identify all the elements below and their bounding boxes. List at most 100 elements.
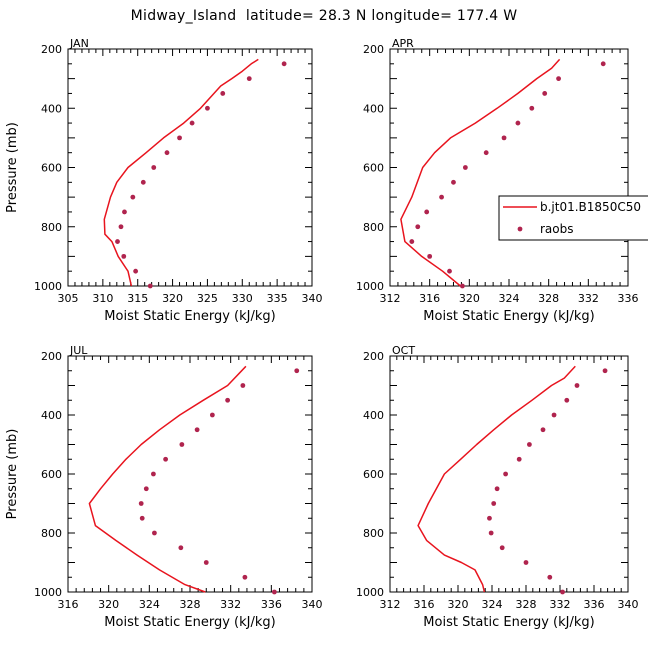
y-tick-label: 400 [363,409,384,422]
x-tick-label: 316 [58,598,79,611]
y-tick-label: 800 [363,527,384,540]
raobs-point [240,383,246,388]
plot-frame [389,355,629,593]
raobs-point [271,589,277,595]
x-tick-label: 332 [578,292,599,305]
y-tick-label: 1000 [34,586,62,599]
x-tick-label: 335 [267,292,288,305]
raobs-point [115,239,120,244]
raobs-point [152,530,157,536]
raobs-point [551,412,557,418]
raobs-point [189,120,195,126]
y-tick-label: 800 [41,221,62,234]
y-axis-label: Pressure (mb) [5,122,20,213]
raobs-point [151,471,156,477]
y-tick-label: 400 [41,102,62,115]
x-axis-label: Moist Static Energy (kJ/kg) [104,615,275,630]
raobs-point [294,368,300,374]
raobs-point [133,268,139,274]
raobs-point [483,150,489,156]
raobs-point [242,574,248,580]
x-tick-label: 340 [618,598,639,611]
y-tick-label: 200 [41,43,62,56]
model-series-line [417,365,576,593]
raobs-point [130,194,136,200]
raobs-point [487,515,492,521]
x-tick-label: 332 [220,598,241,611]
raobs-point [602,368,608,374]
raobs-point [163,456,169,462]
x-tick-label: 320 [448,598,469,611]
y-tick-label: 600 [363,468,384,481]
x-tick-label: 328 [516,598,537,611]
raobs-point [451,179,456,185]
raobs-point [203,560,209,565]
plot-frame [67,355,313,593]
panel-apr: APR 312 316 320 324 328 332 336 200 400 600 800 1000… [356,37,639,324]
x-tick-label: 330 [232,292,253,305]
raobs-point [491,501,497,506]
y-tick-label: 600 [41,468,62,481]
raobs-point [118,224,124,230]
raobs-point [523,560,529,565]
plot-frame [389,48,629,287]
panel-label: JAN [69,37,89,50]
panel-oct: OCT 312 316 320 324 328 332 336 340 200 400 600 800 1… [356,344,639,630]
x-tick-label: 312 [380,598,401,611]
raobs-point [143,486,149,492]
x-tick-label: 310 [92,292,113,305]
x-tick-label: 320 [162,292,183,305]
y-tick-label: 200 [363,350,384,363]
panel-label: JUL [69,344,88,357]
y-tick-label: 600 [41,162,62,175]
x-tick-label: 315 [127,292,148,305]
raobs-point [439,194,444,200]
x-tick-label: 305 [58,292,79,305]
raobs-point [556,76,561,82]
raobs-point [494,486,500,492]
y-tick-label: 400 [41,409,62,422]
model-series-line [88,365,247,593]
raobs-point [179,442,185,447]
legend-label-raobs: raobs [540,222,574,236]
raobs-point [205,105,210,111]
x-tick-label: 324 [139,598,160,611]
x-axis-label: Moist Static Energy (kJ/kg) [423,615,594,630]
x-tick-label: 324 [499,292,520,305]
raobs-point [164,150,170,156]
panel-label: OCT [392,344,415,357]
raobs-point [459,283,465,289]
figure-title: Midway_Island latitude= 28.3 N longitude… [130,8,518,24]
raobs-point [138,501,144,506]
x-tick-label: 328 [538,292,559,305]
y-tick-label: 1000 [356,280,384,293]
x-tick-label: 324 [482,598,503,611]
y-axis-label: Pressure (mb) [5,429,20,520]
panel-label: APR [392,37,414,50]
x-tick-label: 336 [584,598,605,611]
raobs-point [462,165,468,170]
raobs-point [427,253,433,259]
raobs-point [151,165,157,170]
x-tick-label: 316 [414,598,435,611]
x-tick-label: 336 [261,598,282,611]
raobs-point [147,283,153,289]
y-tick-label: 1000 [356,586,384,599]
raobs-point [424,209,430,215]
x-tick-label: 320 [459,292,480,305]
raobs-point [209,412,215,418]
raobs-point [177,135,182,141]
raobs-point [220,91,226,96]
raobs-point [194,427,200,433]
legend-label-model: b.jt01.B1850C50 [540,200,641,214]
y-tick-label: 800 [363,221,384,234]
raobs-point [503,471,508,477]
raobs-point [542,91,548,96]
y-tick-label: 1000 [34,280,62,293]
raobs-point [246,76,252,82]
raobs-point [564,397,570,403]
raobs-point [560,589,565,595]
panel-jul: JUL 316 320 324 328 332 336 340 200 400 600 800 1000… [5,344,323,630]
